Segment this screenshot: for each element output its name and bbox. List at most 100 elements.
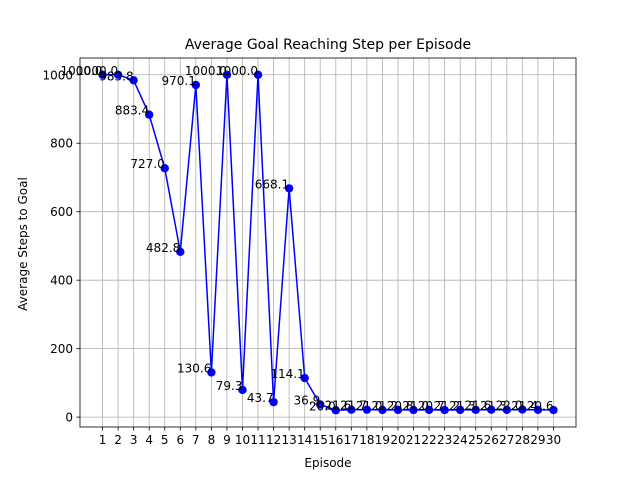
plot-frame <box>79 57 577 428</box>
data-point <box>129 76 138 85</box>
x-tick-label: 11 <box>250 433 265 447</box>
data-label: 20.6 <box>527 399 554 413</box>
data-point <box>253 70 263 79</box>
data-label: 20.7 <box>418 399 445 413</box>
data-point <box>207 368 216 377</box>
data-point <box>160 164 169 173</box>
x-tick-label: 15 <box>313 433 328 447</box>
x-tick-label: 25 <box>468 433 483 447</box>
data-label: 727.0 <box>130 157 164 171</box>
data-point <box>424 405 434 415</box>
data-point <box>518 405 527 414</box>
data-point <box>284 184 294 193</box>
data-point <box>176 247 185 257</box>
y-tick-label: 800 <box>50 137 73 151</box>
data-label: 1000.0 <box>61 64 103 78</box>
data-point <box>393 405 403 415</box>
x-tick-label: 14 <box>297 433 312 447</box>
data-point <box>191 80 201 90</box>
x-tick-label: 8 <box>208 433 216 447</box>
data-label: 20.0 <box>309 399 336 413</box>
data-label: 21.6 <box>325 399 352 413</box>
x-tick-label: 16 <box>328 433 343 447</box>
data-point <box>440 405 449 415</box>
data-point <box>502 405 512 415</box>
x-tick-label: 6 <box>176 433 184 447</box>
data-label: 21.6 <box>465 399 492 413</box>
x-tick-label: 2 <box>114 433 122 447</box>
data-point <box>362 405 372 414</box>
data-label: 21.3 <box>480 399 507 413</box>
data-label: 482.8 <box>146 241 180 255</box>
x-tick-label: 13 <box>281 433 296 447</box>
y-tick-label: 0 <box>65 411 73 425</box>
data-point <box>409 405 418 415</box>
data-label: 21.3 <box>449 399 476 413</box>
data-label: 20.8 <box>387 399 414 413</box>
data-point <box>455 405 465 415</box>
data-point <box>471 405 480 415</box>
data-point <box>316 400 325 409</box>
data-label: 21.0 <box>402 399 429 413</box>
data-label: 130.6 <box>177 361 211 375</box>
data-label: 970.1 <box>161 74 195 88</box>
data-point <box>238 385 247 395</box>
y-tick-label: 600 <box>50 205 73 219</box>
data-point <box>549 405 558 415</box>
data-label: 79.3 <box>216 379 243 393</box>
x-tick-label: 9 <box>223 433 231 447</box>
data-labels: 1000.01000.0983.8883.4727.0482.8970.1130… <box>61 64 554 413</box>
x-tick-label: 26 <box>484 433 499 447</box>
axes: 1 2 3 4 5 6 7 8 9 10 11 12 13 14 15 16 17 18 19 20 21 22 23 24 2… <box>42 57 577 447</box>
data-point <box>300 373 309 383</box>
x-tick-label: 7 <box>192 433 200 447</box>
x-tick-label: 4 <box>145 433 153 447</box>
data-point <box>113 70 123 79</box>
x-tick-label: 22 <box>421 433 436 447</box>
data-label: 1000.0 <box>216 64 258 78</box>
x-tick-label: 20 <box>390 433 405 447</box>
x-axis-label: Episode <box>304 456 351 470</box>
data-label: 22.0 <box>496 399 523 413</box>
y-tick-label: 1000 <box>42 68 73 82</box>
grid-lines <box>80 58 576 427</box>
data-point <box>269 397 278 407</box>
data-label: 883.4 <box>115 104 149 118</box>
x-tick-label: 5 <box>161 433 169 447</box>
x-tick-label: 27 <box>499 433 514 447</box>
data-point <box>347 405 356 414</box>
data-label: 43.7 <box>247 391 274 405</box>
x-tick-label: 19 <box>375 433 390 447</box>
data-label: 21.2 <box>433 399 460 413</box>
data-label: 21.4 <box>511 399 538 413</box>
series-layer <box>98 70 558 415</box>
chart-title: Average Goal Reaching Step per Episode <box>185 37 471 53</box>
data-point <box>98 70 107 79</box>
x-tick-label: 1 <box>99 433 107 447</box>
data-label: 1000.0 <box>76 64 118 78</box>
data-point <box>378 405 387 415</box>
data-label: 21.7 <box>340 399 367 413</box>
data-point <box>144 110 154 119</box>
data-label: 21.2 <box>371 399 398 413</box>
x-tick-label: 21 <box>406 433 421 447</box>
x-tick-label: 29 <box>530 433 545 447</box>
data-point <box>331 406 340 415</box>
data-point <box>487 405 496 414</box>
data-point <box>222 70 232 79</box>
data-label: 1000.0 <box>185 64 227 78</box>
x-tick-label: 23 <box>437 433 452 447</box>
x-tick-label: 10 <box>235 433 250 447</box>
data-label: 983.8 <box>99 69 133 83</box>
x-tick-label: 18 <box>359 433 374 447</box>
data-point <box>533 405 543 414</box>
x-tick-label: 17 <box>344 433 359 447</box>
x-tick-label: 28 <box>515 433 530 447</box>
x-tick-label: 3 <box>130 433 138 447</box>
x-tick-label: 30 <box>546 433 561 447</box>
data-label: 36.9 <box>294 393 321 407</box>
data-label: 668.1 <box>255 177 289 191</box>
x-tick-label: 24 <box>453 433 468 447</box>
